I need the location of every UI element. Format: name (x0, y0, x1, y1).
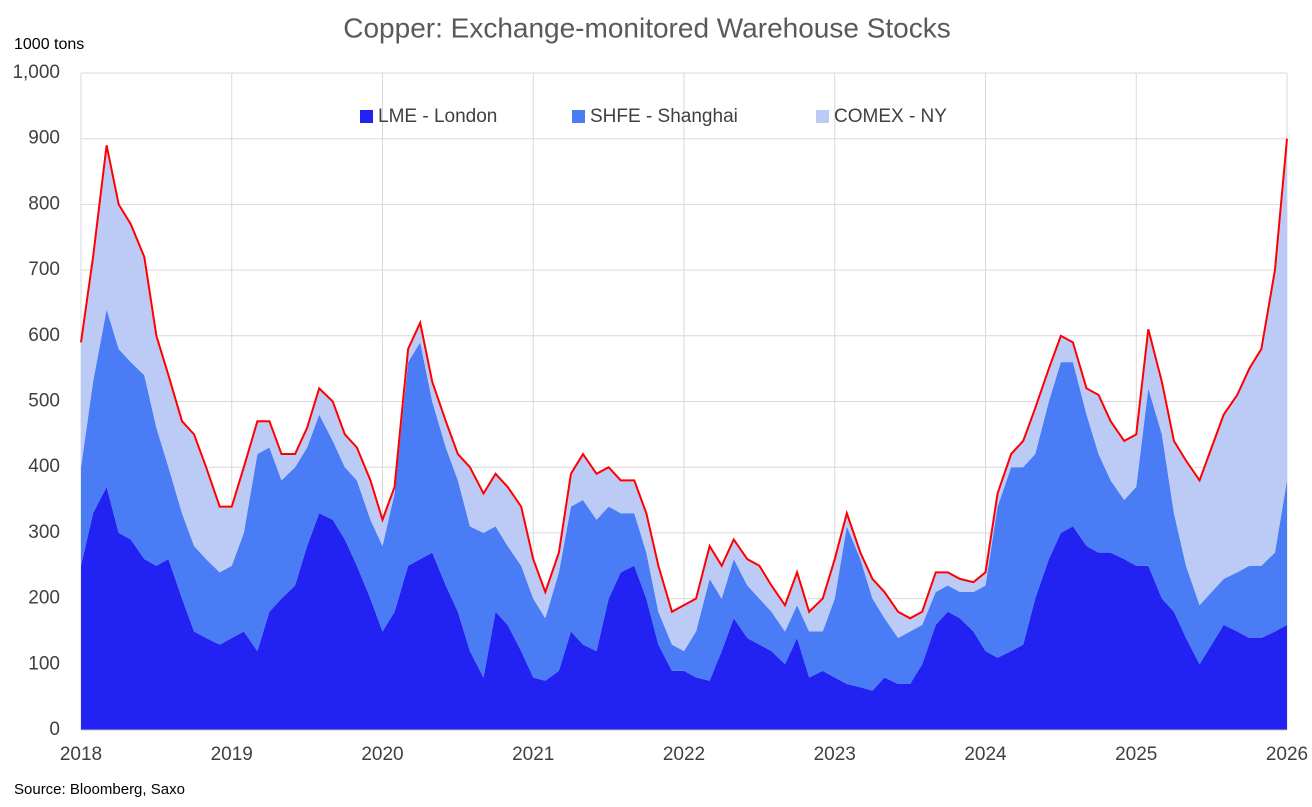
x-tick-label: 2023 (814, 744, 856, 765)
x-tick-label: 2025 (1115, 744, 1157, 765)
x-tick-label: 2020 (361, 744, 403, 765)
x-tick-label: 2024 (964, 744, 1007, 765)
y-tick-label: 500 (28, 391, 60, 412)
legend-label: COMEX - NY (834, 106, 947, 127)
y-tick-label: 400 (28, 456, 60, 477)
legend-label: SHFE - Shanghai (590, 106, 738, 127)
legend-swatch (572, 110, 585, 123)
y-tick-label: 100 (28, 653, 60, 674)
y-tick-label: 800 (28, 193, 60, 214)
x-tick-label: 2022 (663, 744, 705, 765)
legend-label: LME - London (378, 106, 497, 127)
legend-swatch (360, 110, 373, 123)
y-tick-label: 1,000 (12, 62, 60, 83)
x-tick-label: 2026 (1266, 744, 1308, 765)
y-tick-label: 300 (28, 522, 60, 543)
source-note: Source: Bloomberg, Saxo (14, 781, 185, 798)
y-tick-label: 600 (28, 325, 60, 346)
legend-swatch (816, 110, 829, 123)
y-axis-label: 1000 tons (14, 36, 84, 53)
chart-title: Copper: Exchange-monitored Warehouse Sto… (343, 12, 951, 43)
area (81, 486, 1287, 730)
x-tick-label: 2018 (60, 744, 102, 765)
x-tick-label: 2021 (512, 744, 554, 765)
y-tick-label: 200 (28, 588, 60, 609)
x-tick-label: 2019 (211, 744, 253, 765)
y-tick-label: 700 (28, 259, 60, 280)
y-tick-label: 0 (49, 719, 60, 740)
area (81, 309, 1287, 691)
total-outline (80, 138, 1288, 620)
area (81, 138, 1287, 652)
y-tick-label: 900 (28, 128, 60, 149)
